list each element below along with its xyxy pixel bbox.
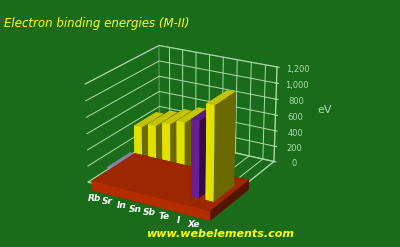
Text: www.webelements.com: www.webelements.com [146,229,294,239]
Text: Electron binding energies (M-II): Electron binding energies (M-II) [4,17,190,30]
